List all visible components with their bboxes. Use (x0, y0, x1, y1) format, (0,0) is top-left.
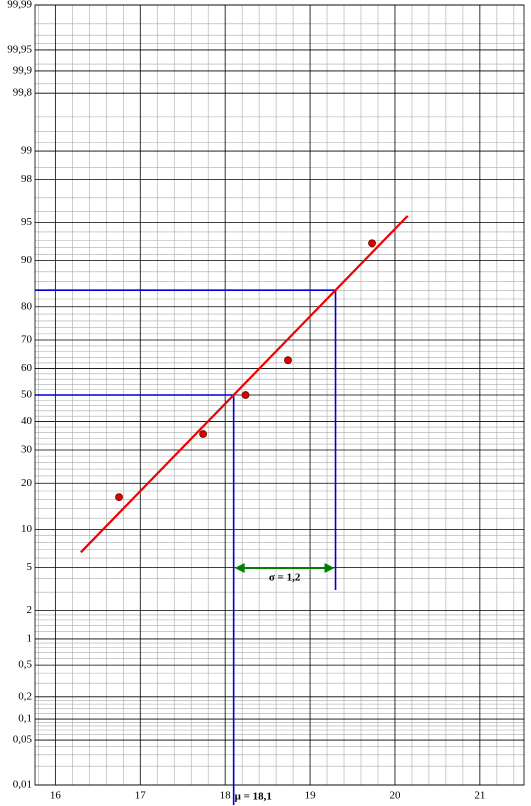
y-tick-label: 0,01 (13, 779, 32, 791)
y-tick-label: 0,05 (13, 734, 33, 746)
y-tick-label: 20 (21, 477, 33, 489)
data-point (115, 493, 123, 502)
y-tick-label: 0,5 (18, 659, 32, 671)
y-tick-label: 5 (27, 561, 33, 573)
y-tick-label: 0,1 (18, 713, 32, 725)
x-tick-label: 17 (135, 790, 147, 802)
y-tick-label: 2 (27, 604, 33, 616)
y-tick-label: 90 (21, 254, 33, 266)
y-tick-label: 80 (21, 300, 33, 312)
arrow-head (324, 563, 335, 573)
y-tick-label: 99,95 (7, 43, 32, 55)
arrow-head (234, 563, 245, 573)
data-point (368, 239, 376, 248)
x-tick-label: 19 (305, 790, 317, 802)
y-tick-label: 10 (21, 523, 33, 535)
y-tick-label: 40 (21, 415, 33, 427)
y-tick-label: 99,99 (7, 0, 32, 11)
data-point (199, 430, 207, 438)
mu-label: μ = 18,1 (235, 791, 272, 803)
y-tick-label: 99,9 (13, 64, 33, 76)
y-tick-label: 0,2 (18, 690, 32, 702)
y-tick-label: 60 (21, 362, 33, 374)
y-tick-label: 1 (27, 632, 33, 644)
y-tick-label: 99,8 (13, 87, 33, 99)
sigma-label: σ = 1,2 (269, 572, 301, 584)
data-point (241, 391, 250, 399)
y-tick-label: 99 (21, 145, 33, 157)
y-tick-label: 98 (21, 173, 33, 185)
x-tick-label: 21 (474, 790, 485, 802)
y-tick-label: 70 (21, 334, 33, 346)
y-tick-label: 50 (21, 389, 33, 401)
x-tick-label: 20 (389, 790, 401, 802)
data-point (284, 356, 292, 365)
y-tick-label: 95 (21, 216, 33, 228)
x-tick-label: 18 (220, 790, 232, 802)
y-tick-label: 30 (21, 444, 33, 456)
fit-line (80, 215, 409, 554)
x-tick-label: 16 (50, 790, 62, 802)
